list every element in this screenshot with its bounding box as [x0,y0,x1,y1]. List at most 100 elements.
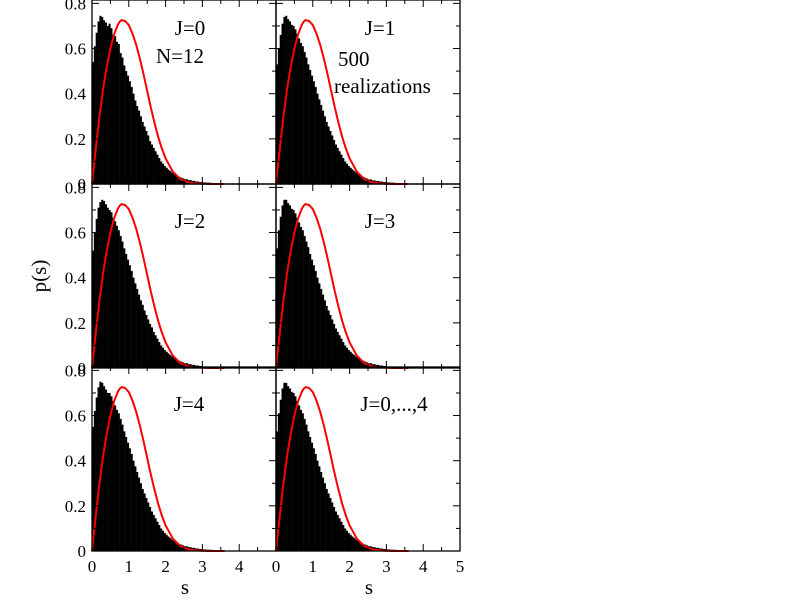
x-tick-label: 0 [272,557,281,576]
histogram-bar [128,81,131,184]
histogram-bar [327,310,330,368]
ticks [275,184,461,369]
histogram-bar [316,460,319,551]
histogram-bar [95,397,98,551]
histogram-bar [110,28,113,185]
histogram-bar [298,38,301,184]
y-axis-title: p(s) [27,260,51,293]
histogram-bar [112,34,115,184]
y-tick-label: 0.4 [65,452,87,471]
x-tick-label: 3 [198,557,207,576]
histogram-bar [340,521,343,551]
y-tick-label: 0 [78,175,87,194]
histogram-bar [93,46,96,184]
histogram-bar [314,86,317,184]
histogram-bar [279,399,282,551]
histogram-bar [305,57,308,184]
histogram-bar [277,230,280,368]
histogram-bar [301,230,304,368]
histogram-bar [117,44,120,185]
histogram-bar [126,259,130,368]
histogram-bar [355,172,358,184]
histogram-bar [112,400,115,551]
histogram-bar [281,388,284,551]
histogram-bar [351,536,354,551]
histogram-bar [172,540,176,551]
histogram-bar [147,319,150,368]
histogram-bar [160,345,163,368]
histogram-bar [123,248,126,368]
histogram-bar [338,151,341,184]
histogram-bar [143,126,146,184]
histogram-bar [303,235,306,368]
histogram-bar [121,241,124,368]
histogram-bar [150,511,153,551]
histogram-bar [97,21,100,185]
histogram-bar [180,177,183,184]
histogram-bar [123,65,126,184]
histogram-bar [351,169,354,184]
histogram-bar [180,544,183,551]
histogram-bar [117,230,120,368]
histogram-bar [344,345,347,368]
histogram-bar [161,530,165,551]
histogram-bar [364,177,367,184]
histogram-bar [325,488,328,551]
histogram-bar [104,204,107,368]
x-tick-label: 4 [419,557,428,576]
histogram-bar [121,424,124,551]
histogram-bar [344,528,347,551]
histogram-bar [119,53,122,185]
panel-label: J=4 [174,392,205,416]
x-tick-label: 4 [235,557,244,576]
histogram-bar [169,537,172,551]
reference-curve [275,385,409,552]
histogram-bar [178,360,181,368]
histogram-bar [171,539,174,551]
histogram-bar [174,358,177,368]
histogram-bar [338,335,341,368]
histogram-bar [279,216,282,368]
histogram-bar [108,209,111,368]
ticks [91,0,277,185]
histogram-bar [141,488,144,551]
histogram-bar [288,21,291,185]
histogram-bar [149,506,152,551]
histogram-bar [165,167,168,184]
histogram-bar [114,405,117,551]
histogram-bar [318,466,321,551]
histogram-bar [125,71,128,184]
histogram-bar [145,130,148,184]
panel-6: 0 1 2 3 4 5 J=0,...,4 [272,366,464,576]
histogram-bar [97,207,100,368]
histogram-bar [156,521,159,551]
histogram-bar [333,506,336,551]
histogram-bar [333,139,336,184]
histogram-bar [334,144,337,184]
histogram-bar [345,530,349,551]
histogram-bar [316,93,319,184]
histogram-bar [92,426,95,551]
histogram-bar [163,165,166,184]
reference-curve [91,385,225,552]
histogram-bar [312,265,315,368]
histogram-bar [355,356,358,368]
histogram-bar [154,518,157,551]
histogram-bar [362,543,365,551]
histogram-bar [325,305,328,368]
histogram-bar [152,147,155,184]
histogram-bar [276,248,279,368]
histogram-bar [294,396,297,551]
histogram-bar [356,173,360,184]
histogram-bar [171,172,174,184]
histogram-bar [158,525,161,551]
histogram-bar [167,536,170,551]
histogram-bar [152,514,155,551]
histogram-bar [147,502,150,551]
histogram-bar [331,502,334,551]
histogram-bar [138,294,141,368]
histogram [92,199,251,368]
histogram-bar [136,288,139,368]
histogram-bar [117,413,120,551]
